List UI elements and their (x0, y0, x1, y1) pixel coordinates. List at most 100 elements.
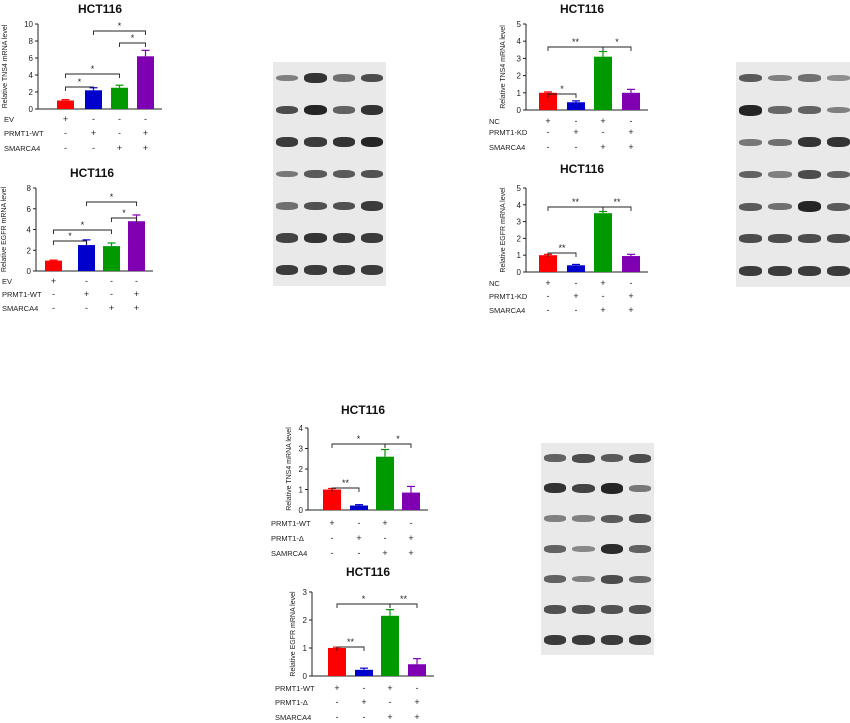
significance-bracket (65, 73, 120, 78)
y-tick-label: 4 (517, 201, 522, 210)
western-blot-bottom (541, 443, 654, 655)
blot-band (600, 543, 623, 555)
condition-label: SAMRCA4 (271, 549, 307, 558)
significance-bracket (111, 217, 137, 222)
y-axis-label: Relative EGFR mRNA level (1, 186, 8, 272)
significance-bracket (53, 229, 112, 234)
condition-mark: - (575, 278, 578, 288)
blot-band (739, 202, 763, 211)
y-tick-label: 8 (29, 37, 34, 46)
y-axis-label: Relative TNS4 mRNA level (500, 25, 507, 109)
blot-band (600, 635, 623, 645)
condition-mark: + (408, 533, 413, 543)
bar (381, 615, 399, 676)
blot-band (572, 576, 595, 583)
condition-mark: + (51, 276, 56, 286)
blot-band (600, 454, 623, 463)
blot-band (332, 74, 355, 82)
condition-label: SMARCA4 (489, 306, 525, 315)
condition-mark: - (118, 114, 121, 124)
condition-mark: - (336, 712, 339, 722)
condition-mark: + (387, 712, 392, 722)
blot-band (600, 483, 623, 494)
condition-label: NC (489, 117, 500, 126)
significance-label: * (118, 21, 122, 31)
condition-mark: - (118, 128, 121, 138)
condition-mark: - (331, 533, 334, 543)
bar (622, 256, 640, 272)
condition-mark: + (573, 291, 578, 301)
significance-bracket (547, 252, 577, 257)
condition-mark: + (109, 303, 114, 313)
condition-mark: - (363, 683, 366, 693)
y-tick-label: 1 (517, 251, 522, 260)
condition-mark: + (361, 697, 366, 707)
bar (137, 56, 154, 109)
significance-label: * (110, 192, 114, 202)
condition-mark: + (414, 712, 419, 722)
condition-mark: + (600, 142, 605, 152)
significance-label: ** (400, 594, 408, 604)
blot-band (628, 485, 651, 492)
condition-label: SMARCA4 (489, 143, 525, 152)
blot-band (600, 574, 623, 584)
y-tick-label: 5 (517, 20, 522, 29)
condition-mark: - (602, 291, 605, 301)
chart-title: HCT116 (346, 565, 390, 579)
y-tick-label: 1 (299, 486, 304, 495)
chart-title: HCT116 (78, 2, 122, 16)
blot-band (304, 201, 327, 211)
y-tick-label: 3 (517, 54, 522, 63)
chart-title: HCT116 (70, 166, 114, 180)
condition-mark: + (63, 114, 68, 124)
condition-label: PRMT1-Δ (271, 534, 304, 543)
condition-mark: + (573, 127, 578, 137)
significance-label: * (68, 231, 72, 241)
condition-mark: + (600, 278, 605, 288)
blot-band (768, 234, 792, 244)
y-tick-label: 0 (29, 105, 34, 114)
condition-mark: - (92, 143, 95, 153)
bar (350, 505, 368, 510)
significance-bracket (119, 42, 146, 47)
y-tick-label: 1 (303, 644, 308, 653)
blot-band (797, 266, 821, 276)
condition-mark: + (628, 142, 633, 152)
bar (45, 260, 62, 271)
significance-bracket (602, 46, 632, 51)
blot-band (332, 137, 355, 147)
y-tick-label: 3 (299, 445, 304, 454)
condition-mark: - (630, 116, 633, 126)
blot-band (768, 266, 792, 276)
y-tick-label: 0 (517, 106, 522, 115)
y-tick-label: 2 (517, 234, 522, 243)
condition-mark: - (85, 303, 88, 313)
condition-mark: - (358, 518, 361, 528)
blot-band (544, 545, 567, 553)
condition-mark: + (134, 289, 139, 299)
blot-band (360, 201, 383, 211)
y-tick-label: 6 (29, 54, 34, 63)
condition-mark: + (382, 518, 387, 528)
blot-band (544, 454, 567, 463)
condition-label: PRMT1-WT (4, 129, 44, 138)
blot-band (276, 74, 299, 82)
significance-bracket (389, 603, 418, 608)
significance-label: * (131, 33, 135, 43)
condition-label: PRMT1-KD (489, 292, 528, 301)
y-tick-label: 2 (517, 72, 522, 81)
bar (328, 648, 346, 676)
blot-band (332, 106, 355, 114)
blot-band (304, 265, 327, 275)
condition-mark: + (91, 128, 96, 138)
bar (128, 221, 145, 271)
y-tick-label: 5 (517, 184, 522, 193)
y-tick-label: 2 (299, 465, 304, 474)
significance-label: ** (342, 478, 350, 488)
blot-band (304, 73, 327, 83)
condition-label: EV (2, 277, 12, 286)
condition-mark: - (547, 291, 550, 301)
condition-mark: + (117, 143, 122, 153)
blot-band (360, 105, 383, 115)
significance-bracket (547, 46, 604, 51)
